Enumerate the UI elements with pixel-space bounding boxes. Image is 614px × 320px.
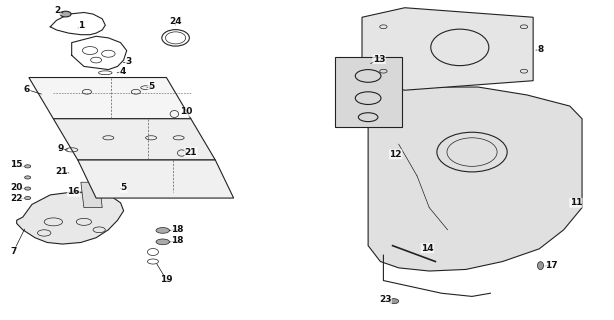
Text: 1: 1 [78, 21, 84, 30]
Text: 19: 19 [160, 276, 173, 284]
Text: 18: 18 [171, 236, 184, 245]
Text: 23: 23 [379, 295, 392, 304]
Polygon shape [29, 77, 191, 119]
Text: 18: 18 [171, 225, 184, 234]
Text: 22: 22 [10, 194, 23, 203]
Ellipse shape [60, 11, 71, 17]
Ellipse shape [537, 262, 543, 270]
Text: 13: 13 [373, 55, 386, 64]
Text: 10: 10 [180, 107, 192, 116]
Text: 14: 14 [421, 244, 433, 253]
Polygon shape [53, 119, 216, 160]
Ellipse shape [25, 176, 31, 179]
Ellipse shape [25, 187, 31, 190]
Text: 5: 5 [120, 183, 126, 192]
Ellipse shape [156, 228, 169, 233]
Text: 3: 3 [125, 57, 131, 66]
Polygon shape [368, 87, 582, 271]
Text: 24: 24 [169, 17, 182, 26]
Text: 2: 2 [55, 6, 61, 15]
Text: 9: 9 [58, 144, 64, 153]
Polygon shape [81, 182, 103, 208]
Polygon shape [78, 160, 234, 198]
Ellipse shape [25, 196, 31, 200]
Text: 7: 7 [10, 247, 17, 256]
Polygon shape [362, 8, 533, 90]
Ellipse shape [25, 165, 31, 168]
Text: 16: 16 [68, 187, 80, 196]
Text: 21: 21 [185, 148, 197, 156]
Text: 17: 17 [545, 261, 558, 270]
Text: 12: 12 [389, 150, 402, 159]
Polygon shape [17, 192, 123, 244]
Text: 20: 20 [10, 183, 23, 192]
Text: 15: 15 [10, 160, 23, 169]
Polygon shape [335, 57, 402, 127]
Text: 6: 6 [24, 85, 30, 94]
Text: 21: 21 [55, 167, 68, 176]
Text: 5: 5 [148, 82, 154, 91]
Ellipse shape [156, 239, 169, 245]
Text: 8: 8 [537, 45, 543, 54]
Text: 11: 11 [570, 198, 582, 207]
Ellipse shape [389, 299, 398, 304]
Text: 4: 4 [119, 67, 126, 76]
